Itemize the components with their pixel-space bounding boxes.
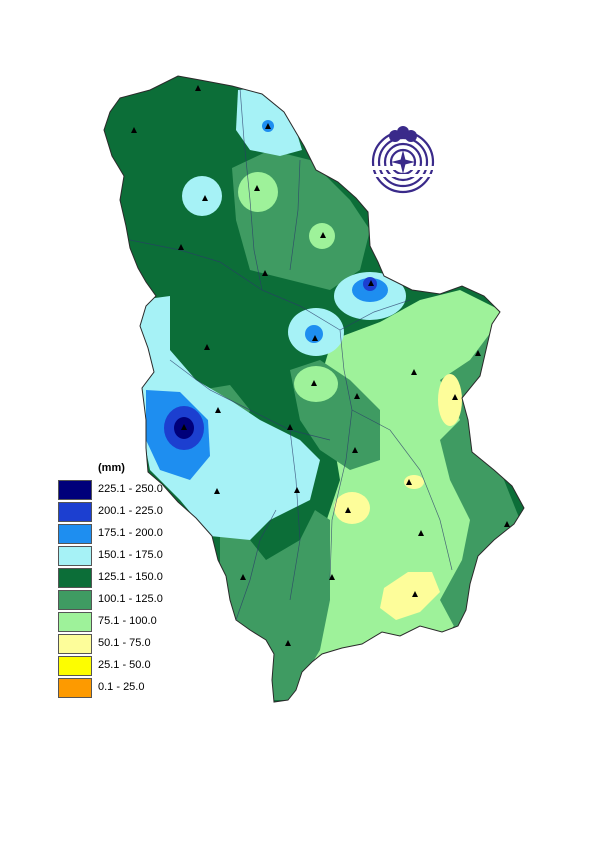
region-75-100-north-a — [238, 172, 278, 212]
legend-label: 0.1 - 25.0 — [98, 681, 145, 693]
legend-label: 125.1 - 150.0 — [98, 571, 163, 583]
legend-item: 25.1 - 50.0 — [58, 656, 198, 676]
country-border — [103, 75, 525, 703]
legend-item: 150.1 - 175.0 — [58, 546, 198, 566]
triangle-icon — [418, 530, 424, 536]
legend-swatch — [58, 480, 92, 500]
legend-label: 225.1 - 250.0 — [98, 483, 163, 495]
legend-item: 50.1 - 75.0 — [58, 634, 198, 654]
legend-swatch — [58, 568, 92, 588]
triangle-icon — [178, 244, 184, 250]
legend-label: 50.1 - 75.0 — [98, 637, 151, 649]
legend-swatch — [58, 546, 92, 566]
triangle-icon — [312, 335, 318, 341]
triangle-icon — [329, 574, 335, 580]
hydrometeorological-service-logo-icon — [370, 126, 436, 194]
triangle-icon — [254, 185, 260, 191]
region-100-125-southwest — [220, 500, 330, 700]
triangle-icon — [214, 488, 220, 494]
stations — [131, 85, 510, 646]
legend-item: 200.1 - 225.0 — [58, 502, 198, 522]
triangle-icon — [320, 232, 326, 238]
legend-label: 200.1 - 225.0 — [98, 505, 163, 517]
legend-item: 0.1 - 25.0 — [58, 678, 198, 698]
triangle-icon — [406, 479, 412, 485]
triangle-icon — [452, 394, 458, 400]
river — [289, 429, 301, 601]
legend-unit: (mm) — [98, 462, 125, 474]
rivers — [129, 87, 453, 621]
triangle-icon — [352, 447, 358, 453]
legend-swatch — [58, 612, 92, 632]
triangle-icon — [195, 85, 201, 91]
legend-swatch — [58, 678, 92, 698]
legend-label: 75.1 - 100.0 — [98, 615, 157, 627]
legend-label: 150.1 - 175.0 — [98, 549, 163, 561]
region-150-175-west — [140, 296, 320, 540]
triangle-icon — [131, 127, 137, 133]
region-50-75-central — [334, 492, 370, 524]
triangle-icon — [475, 350, 481, 356]
legend-swatch — [58, 502, 92, 522]
triangle-icon — [215, 407, 221, 413]
triangle-icon — [240, 574, 246, 580]
triangle-icon — [181, 424, 187, 430]
legend-label: 175.1 - 200.0 — [98, 527, 163, 539]
triangle-icon — [311, 380, 317, 386]
triangle-icon — [265, 123, 271, 129]
region-50-75-east — [438, 374, 462, 426]
legend-label: 25.1 - 50.0 — [98, 659, 151, 671]
river — [169, 359, 331, 441]
triangle-icon — [204, 344, 210, 350]
region-150-175-northwest — [182, 176, 222, 216]
legend-swatch — [58, 656, 92, 676]
river — [129, 239, 263, 291]
legend-item: 125.1 - 150.0 — [58, 568, 198, 588]
river — [329, 329, 353, 581]
river — [351, 409, 453, 571]
legend-swatch — [58, 590, 92, 610]
triangle-icon — [504, 521, 510, 527]
legend-item: 175.1 - 200.0 — [58, 524, 198, 544]
triangle-icon — [368, 280, 374, 286]
triangle-icon — [354, 393, 360, 399]
triangle-icon — [411, 369, 417, 375]
triangle-icon — [262, 270, 268, 276]
triangle-icon — [345, 507, 351, 513]
region-50-75-south — [380, 572, 440, 620]
region-175-200-center — [305, 325, 323, 343]
legend-item: 100.1 - 125.0 — [58, 590, 198, 610]
legend-item: 75.1 - 100.0 — [58, 612, 198, 632]
triangle-icon — [294, 487, 300, 493]
region-100-125-north — [232, 150, 370, 290]
legend-item: 225.1 - 250.0 — [58, 480, 198, 500]
triangle-icon — [285, 640, 291, 646]
legend-label: 100.1 - 125.0 — [98, 593, 163, 605]
river — [289, 159, 301, 271]
triangle-icon — [202, 195, 208, 201]
region-50-75-east-small — [404, 475, 424, 489]
legend-swatch — [58, 524, 92, 544]
river — [235, 509, 277, 621]
triangle-icon — [412, 591, 418, 597]
triangle-icon — [287, 424, 293, 430]
legend-swatch — [58, 634, 92, 654]
